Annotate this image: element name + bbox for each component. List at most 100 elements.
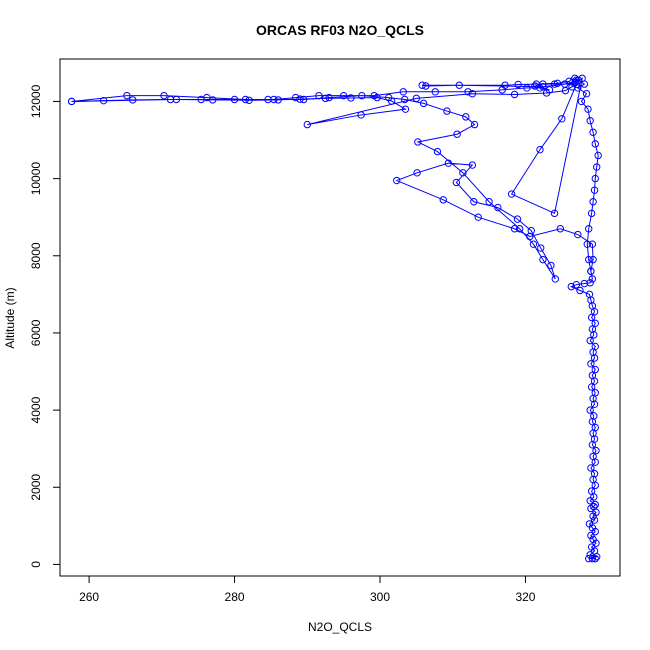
- data-point: [590, 186, 599, 194]
- data-point: [453, 130, 461, 138]
- data-point: [470, 120, 479, 129]
- data-point: [550, 80, 559, 88]
- y-tick-label: 0: [29, 561, 43, 568]
- data-point: [501, 81, 509, 89]
- data-point: [586, 336, 594, 345]
- x-tick-label: 320: [515, 590, 535, 604]
- data-point: [591, 319, 599, 327]
- data-point: [591, 423, 599, 432]
- data-point: [67, 97, 76, 106]
- data-point: [455, 81, 463, 89]
- data-point: [422, 82, 430, 90]
- data-point: [439, 196, 447, 204]
- data-point: [241, 95, 250, 104]
- y-axis: 0 2000 4000 6000 8000 10000 12000: [29, 84, 60, 568]
- data-point: [401, 105, 410, 113]
- data-point: [527, 226, 535, 235]
- data-point: [586, 551, 594, 559]
- data-point: [459, 169, 467, 177]
- y-tick-label: 6000: [29, 319, 43, 346]
- data-point: [589, 128, 597, 137]
- data-point: [585, 554, 593, 563]
- data-point: [590, 412, 598, 420]
- series-layer: [67, 74, 602, 563]
- data-point: [584, 105, 592, 113]
- data-point: [387, 97, 396, 105]
- data-point: [582, 90, 591, 98]
- data-point: [547, 261, 555, 270]
- data-point: [586, 406, 594, 414]
- plot-frame: [59, 58, 621, 577]
- data-point: [531, 82, 539, 90]
- data-point: [589, 198, 597, 206]
- data-point: [418, 81, 426, 89]
- data-point: [574, 230, 582, 239]
- data-point: [412, 94, 421, 103]
- x-tick-label: 300: [370, 590, 390, 604]
- data-point: [537, 244, 545, 252]
- data-point: [589, 255, 597, 264]
- data-point: [274, 96, 282, 104]
- data-point: [452, 178, 461, 187]
- data-point: [588, 554, 597, 563]
- data-point: [399, 88, 407, 96]
- data-point: [209, 96, 217, 104]
- data-point: [325, 93, 333, 102]
- data-point: [558, 115, 566, 123]
- data-point: [591, 140, 599, 148]
- data-point: [510, 225, 519, 233]
- data-point: [339, 91, 348, 100]
- data-point: [585, 225, 593, 233]
- data-point: [401, 95, 409, 104]
- data-point: [468, 161, 477, 169]
- data-point: [393, 176, 401, 185]
- data-point: [507, 190, 516, 198]
- data-point: [588, 371, 597, 380]
- x-axis: 260 280 300 320: [79, 576, 536, 604]
- data-point: [539, 83, 547, 91]
- data-point: [419, 99, 428, 108]
- data-point: [160, 91, 168, 100]
- data-point: [587, 531, 595, 540]
- data-point: [550, 209, 559, 218]
- data-point: [485, 198, 493, 206]
- data-point: [589, 535, 597, 544]
- data-point: [593, 163, 601, 171]
- data-point: [577, 97, 586, 106]
- y-axis-label: Altitude (m): [3, 287, 17, 348]
- data-point: [414, 138, 422, 146]
- data-point: [580, 279, 589, 288]
- data-point: [536, 145, 544, 154]
- data-point: [591, 174, 599, 183]
- y-tick-label: 2000: [29, 474, 43, 501]
- data-point: [129, 96, 137, 104]
- data-point: [542, 89, 551, 97]
- data-point: [358, 91, 366, 100]
- x-tick-label: 280: [225, 590, 245, 604]
- data-point: [373, 93, 381, 102]
- data-point: [464, 88, 472, 96]
- data-point: [591, 500, 599, 509]
- series-line: [71, 77, 583, 215]
- data-point: [291, 93, 300, 102]
- series-line: [71, 77, 599, 560]
- data-point: [590, 516, 599, 524]
- data-point: [590, 502, 598, 511]
- y-tick-label: 12000: [29, 84, 43, 118]
- data-point: [589, 452, 597, 461]
- data-point: [539, 255, 547, 264]
- data-point: [532, 80, 541, 88]
- data-point: [321, 94, 330, 103]
- y-tick-label: 8000: [29, 242, 43, 269]
- data-point: [474, 213, 482, 221]
- data-point: [591, 342, 599, 351]
- data-point: [588, 275, 597, 283]
- data-point: [303, 120, 311, 129]
- data-point: [594, 151, 602, 160]
- data-point: [572, 281, 581, 289]
- data-point: [587, 360, 595, 368]
- data-point: [462, 113, 470, 121]
- data-point: [587, 209, 596, 218]
- data-point: [565, 77, 573, 86]
- data-point: [468, 90, 477, 98]
